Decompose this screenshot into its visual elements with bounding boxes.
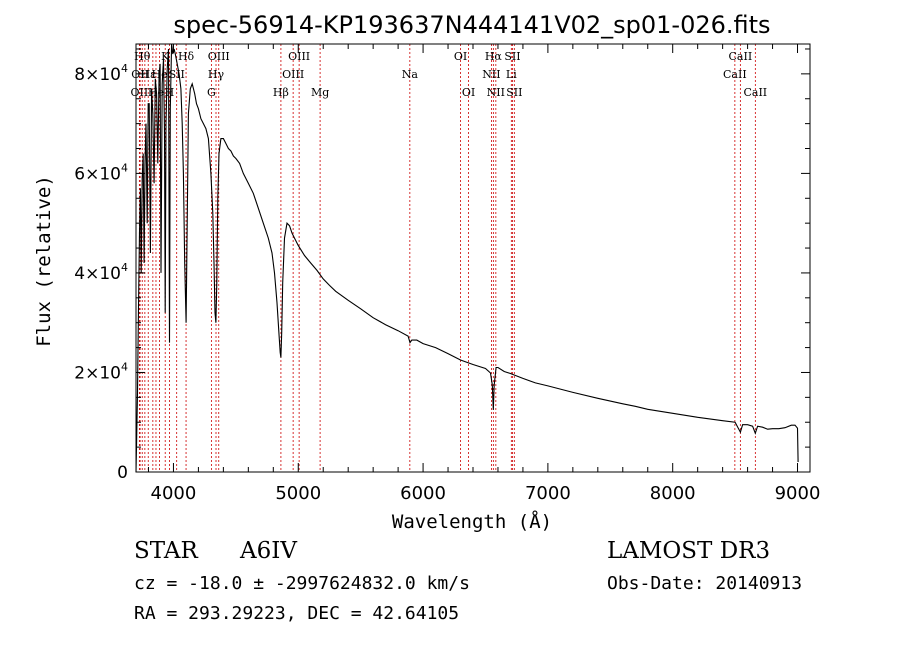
line-label: SII [169, 68, 185, 81]
line-label: Na [402, 68, 419, 81]
observation-date: Obs-Date: 20140913 [607, 573, 803, 594]
line-label: Hδ [178, 50, 195, 63]
line-label: SII [506, 86, 522, 99]
object-class: STAR [134, 538, 198, 564]
line-label: H [165, 86, 175, 99]
y-tick-label: 2×104 [74, 360, 128, 383]
line-label: Hγ [208, 68, 225, 81]
x-tick-label: 8000 [650, 483, 696, 504]
line-label: OI [454, 50, 467, 63]
line-label: CaII [729, 50, 753, 63]
line-label: CaII [743, 86, 767, 99]
line-label: CaII [723, 68, 747, 81]
y-tick-label: 8×104 [74, 62, 128, 85]
line-label: OIII [288, 50, 310, 63]
line-label: OII [131, 86, 149, 99]
y-tick-label: 0 [117, 463, 128, 483]
line-label: Hε [141, 68, 157, 81]
chart-title: spec-56914-KP193637N444141V02_sp01-026.f… [173, 11, 770, 39]
x-tick-label: 6000 [400, 483, 446, 504]
x-tick-label: 5000 [275, 483, 321, 504]
line-label: OII [131, 68, 149, 81]
line-label: NII [487, 86, 505, 99]
line-label: G [207, 86, 216, 99]
emission-line-markers [138, 44, 756, 472]
x-tick-label: 9000 [775, 483, 821, 504]
x-axis-ticks: 4000 5000 6000 7000 8000 9000 [147, 44, 821, 504]
redshift-velocity: cz = -18.0 ± -2997624832.0 km/s [134, 573, 470, 594]
line-label: Hβ [273, 86, 289, 99]
x-tick-label: 4000 [151, 483, 197, 504]
line-label: Hα [485, 50, 503, 63]
x-tick-label: 7000 [525, 483, 571, 504]
survey-name: LAMOST DR3 [607, 538, 771, 564]
line-label: Hθ [134, 50, 151, 63]
line-label: OI [462, 86, 475, 99]
spectrum-series-line [135, 43, 799, 473]
y-axis-label: Flux (relative) [33, 175, 55, 347]
line-label: SII [504, 50, 520, 63]
sky-coordinates: RA = 293.29223, DEC = 42.64105 [134, 603, 460, 624]
plot-frame [135, 43, 811, 473]
y-tick-label: 6×104 [74, 161, 128, 184]
object-subclass: A6IV [240, 538, 297, 564]
y-tick-label: 4×104 [74, 261, 128, 284]
line-label: OIII [282, 68, 304, 81]
line-label: OIII [208, 50, 230, 63]
line-label: Li [506, 68, 517, 81]
y-axis-ticks: 0 2×104 4×104 6×104 8×104 [74, 48, 810, 483]
line-label: NII [482, 68, 500, 81]
x-axis-label: Wavelength (Å) [392, 510, 552, 533]
line-label: Mg [311, 86, 329, 99]
line-label: K [161, 50, 170, 63]
